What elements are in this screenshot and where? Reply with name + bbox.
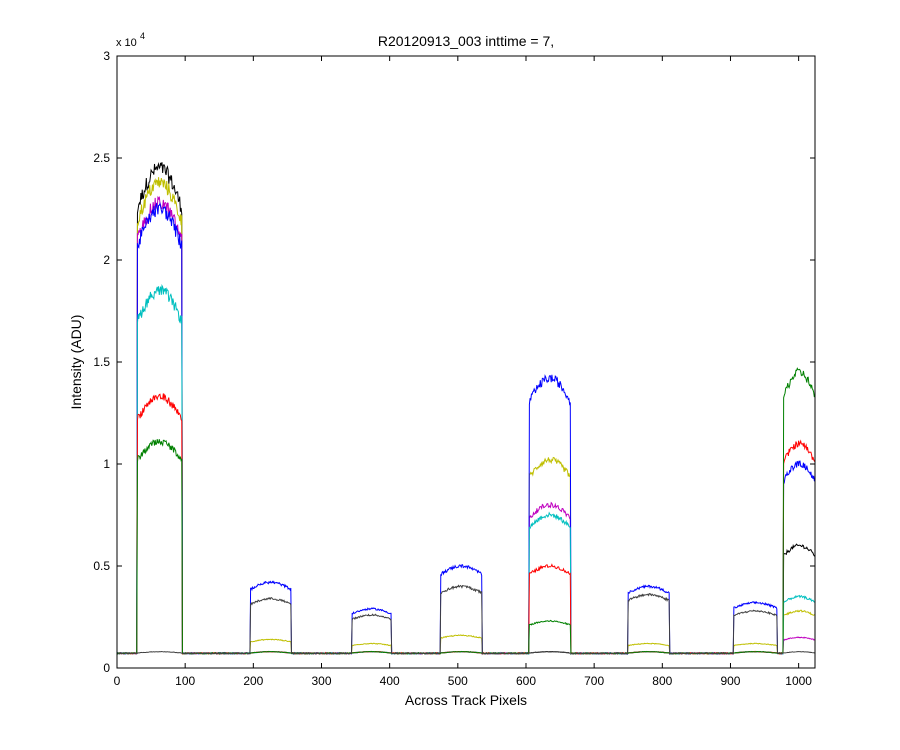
y-exponent-label: x 10 [116,37,137,49]
x-tick-label: 200 [243,674,263,688]
series-line [116,195,816,655]
x-axis: 0 100 200 300 400 500 600 700 800 900 1000 [114,56,812,688]
x-tick-label: 400 [380,674,400,688]
x-tick-label: 1000 [785,674,812,688]
y-tick-label: 1 [103,457,110,471]
y-tick-label: 2 [103,253,110,267]
y-tick-label: 3 [103,49,110,63]
series-line [116,367,816,655]
y-tick-label: 1.5 [93,355,110,369]
x-tick-label: 100 [175,674,195,688]
series-line [116,161,816,655]
plot-lines [116,161,816,656]
x-tick-label: 800 [652,674,672,688]
y-axis-label: Intensity (ADU) [68,315,84,410]
y-tick-label: 2.5 [93,151,110,165]
chart-title: R20120913_003 inttime = 7, [378,33,554,49]
y-tick-label: 0 [103,661,110,675]
y-exponent-power: 4 [140,31,145,41]
x-tick-label: 500 [448,674,468,688]
x-tick-label: 600 [516,674,536,688]
plot-frame [116,55,816,669]
series-line [116,284,816,656]
series-line [116,393,816,655]
x-tick-label: 300 [311,674,331,688]
x-axis-label: Across Track Pixels [405,692,527,708]
x-tick-label: 0 [114,674,121,688]
y-axis: 0 0.5 1 1.5 2 2.5 3 [93,49,815,675]
y-tick-label: 0.5 [93,559,110,573]
series-line [116,584,816,655]
series-line [116,177,816,656]
x-tick-label: 900 [720,674,740,688]
x-tick-label: 700 [584,674,604,688]
